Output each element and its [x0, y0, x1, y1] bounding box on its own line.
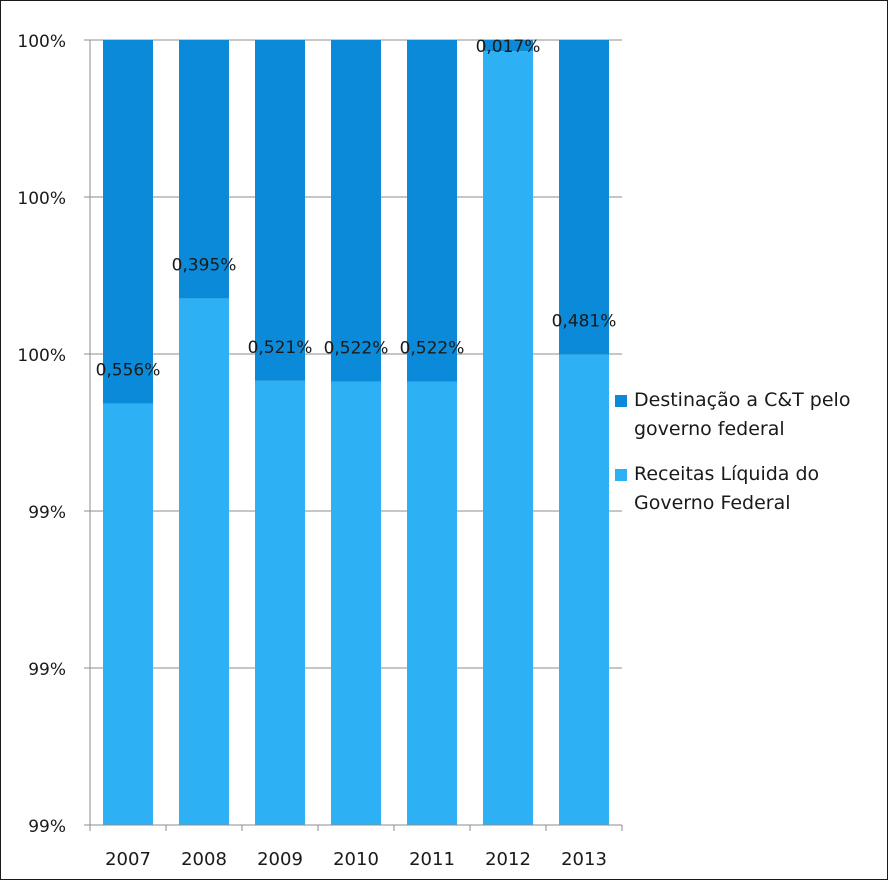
- data-label: 0,521%: [248, 338, 313, 358]
- bar-destinacao: [179, 40, 229, 299]
- bar-destinacao: [255, 40, 305, 381]
- tick-labels: 99% 99% 99% 100% 100% 100% 2007 2008 2009 2010 201…: [17, 32, 607, 870]
- bars: [103, 40, 609, 825]
- bar-receitas: [407, 381, 457, 825]
- data-label: 0,556%: [96, 361, 161, 381]
- axes: [84, 39, 623, 831]
- bar-destinacao: [103, 40, 153, 404]
- y-tick-label: 100%: [17, 346, 66, 366]
- bar-receitas: [103, 403, 153, 825]
- data-labels: 0,556% 0,395% 0,521% 0,522% 0,522% 0,017% 0,48…: [96, 37, 617, 381]
- bar-destinacao: [559, 40, 609, 355]
- legend-item-destinacao: Destinação a C&T pelo governo federal: [611, 386, 881, 444]
- bar-receitas: [559, 354, 609, 825]
- bar-receitas: [179, 298, 229, 825]
- legend-swatch-destinacao: [615, 395, 627, 407]
- data-label: 0,017%: [476, 37, 541, 57]
- bar-destinacao: [407, 40, 457, 382]
- data-label: 0,481%: [552, 312, 617, 332]
- bar-receitas: [483, 51, 533, 825]
- y-tick-label: 99%: [28, 660, 66, 680]
- x-tick-label: 2007: [105, 849, 151, 870]
- legend-item-receitas: Receitas Líquida do Governo Federal: [611, 460, 881, 518]
- y-tick-label: 100%: [17, 32, 66, 52]
- data-label: 0,522%: [324, 338, 389, 358]
- y-tick-label: 99%: [28, 817, 66, 837]
- legend-label-destinacao: Destinação a C&T pelo governo federal: [634, 389, 851, 440]
- bar-receitas: [255, 380, 305, 825]
- legend-label-receitas: Receitas Líquida do Governo Federal: [634, 463, 820, 514]
- y-tick-label: 100%: [17, 189, 66, 209]
- x-tick-label: 2011: [409, 849, 455, 870]
- legend-swatch-receitas: [615, 469, 627, 481]
- y-tick-label: 99%: [28, 503, 66, 523]
- bar-destinacao: [331, 40, 381, 382]
- x-tick-label: 2008: [181, 849, 227, 870]
- bar-destinacao: [483, 40, 533, 52]
- x-tick-label: 2010: [333, 849, 379, 870]
- x-tick-label: 2012: [485, 849, 531, 870]
- x-tick-label: 2009: [257, 849, 303, 870]
- x-tick-label: 2013: [561, 849, 607, 870]
- bar-receitas: [331, 381, 381, 825]
- data-label: 0,522%: [400, 338, 465, 358]
- data-label: 0,395%: [172, 255, 237, 275]
- legend: Destinação a C&T pelo governo federal Re…: [611, 386, 881, 534]
